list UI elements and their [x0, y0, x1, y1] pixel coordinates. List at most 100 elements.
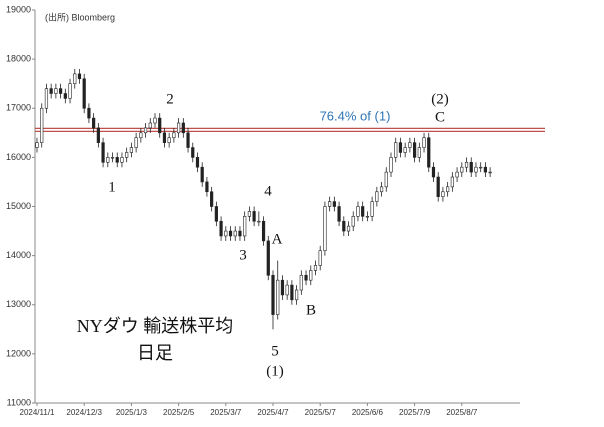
y-tick-label: 16000	[6, 152, 31, 162]
candle-body	[224, 230, 228, 237]
candle-body	[44, 88, 49, 109]
y-tick-label: 14000	[6, 250, 31, 260]
y-tick-label: 18000	[6, 54, 31, 64]
candle-body	[73, 73, 77, 84]
x-tick-label: 2025/3/7	[210, 408, 242, 417]
candle-body	[356, 206, 360, 217]
candle-body	[479, 166, 483, 169]
candle-body	[271, 274, 275, 315]
candle-body	[398, 142, 403, 153]
candle-body	[483, 166, 488, 173]
wave-label: 1	[108, 179, 116, 195]
candle-body	[238, 230, 242, 237]
candle-body	[243, 216, 247, 237]
candle-body	[403, 147, 407, 153]
candle-body	[313, 265, 318, 271]
candle-body	[450, 176, 454, 188]
candle-body	[115, 157, 119, 163]
candle-body	[379, 186, 384, 193]
candle-body	[384, 171, 388, 188]
y-tick-label: 13000	[6, 299, 31, 309]
wave-label: (2)	[431, 91, 449, 107]
wave-label: 2	[166, 91, 174, 107]
candle-body	[134, 137, 138, 148]
candle-body	[195, 157, 200, 168]
candle-body	[394, 142, 398, 158]
candle-body	[351, 216, 355, 227]
candle-body	[276, 279, 280, 315]
candle-body	[299, 274, 303, 291]
candle-body	[342, 220, 346, 232]
candle-body	[436, 176, 440, 197]
candle-body	[328, 201, 332, 207]
candle-body	[129, 147, 134, 153]
candle-body	[162, 132, 167, 143]
candle-body	[332, 201, 336, 207]
candle-body	[427, 137, 431, 168]
candle-body	[110, 157, 115, 159]
candle-body	[158, 117, 162, 134]
candle-body	[346, 225, 351, 232]
candle-body	[417, 147, 421, 158]
candle-body	[266, 240, 270, 276]
candle-body	[252, 211, 256, 222]
candle-body	[210, 191, 214, 207]
candle-body	[464, 161, 469, 168]
candle-body	[200, 166, 204, 183]
wave-label: 3	[239, 247, 247, 263]
candle-body	[172, 132, 176, 139]
x-tick-label: 2025/6/6	[352, 408, 384, 417]
candle-body	[285, 284, 289, 296]
candle-body	[143, 127, 148, 134]
candle-body	[412, 142, 417, 158]
wave-label: A	[272, 231, 283, 247]
candle-body	[261, 220, 266, 242]
candle-body	[214, 206, 218, 222]
y-tick-label: 12000	[6, 348, 31, 358]
candle-body	[58, 88, 63, 94]
x-tick-label: 2024/12/3	[66, 408, 102, 417]
candle-body	[120, 157, 124, 163]
candle-body	[422, 137, 426, 148]
candle-body	[40, 107, 44, 143]
x-tick-label: 2025/1/3	[116, 408, 148, 417]
candle-body	[191, 147, 195, 158]
candle-body	[181, 122, 185, 134]
candle-body	[460, 166, 464, 173]
candle-body	[106, 157, 110, 163]
wave-label: C	[435, 109, 445, 125]
wave-label: (1)	[266, 363, 284, 379]
candle-body	[49, 88, 53, 94]
source-note: (出所) Bloomberg	[45, 11, 115, 22]
candle-body	[455, 171, 459, 178]
candle-body	[125, 152, 129, 158]
candle-body	[323, 206, 327, 252]
reference-label: 76.4% of (1)	[320, 108, 391, 123]
candle-body	[96, 127, 100, 143]
candle-body	[375, 191, 379, 202]
candle-body	[318, 250, 322, 266]
candle-body	[441, 191, 445, 197]
candle-body	[365, 216, 370, 218]
x-tick-label: 2025/5/7	[305, 408, 337, 417]
candle-body	[177, 122, 181, 134]
candle-body	[205, 181, 209, 193]
candle-body	[247, 211, 252, 217]
candle-body	[446, 186, 450, 193]
y-tick-label: 19000	[6, 4, 31, 14]
candle-body	[337, 206, 341, 222]
x-tick-label: 2025/4/7	[257, 408, 289, 417]
chart-title: NYダウ 輸送株平均	[77, 316, 234, 336]
candle-body	[304, 274, 308, 281]
candle-body	[186, 132, 190, 148]
candle-body	[294, 289, 299, 301]
candle-body	[309, 270, 313, 281]
candle-body	[167, 137, 171, 143]
wave-label: 4	[264, 183, 272, 199]
x-tick-label: 2025/7/9	[399, 408, 431, 417]
candle-body	[474, 166, 478, 173]
candle-body	[370, 201, 374, 217]
candle-body	[77, 73, 82, 80]
x-tick-label: 2025/8/7	[446, 408, 478, 417]
